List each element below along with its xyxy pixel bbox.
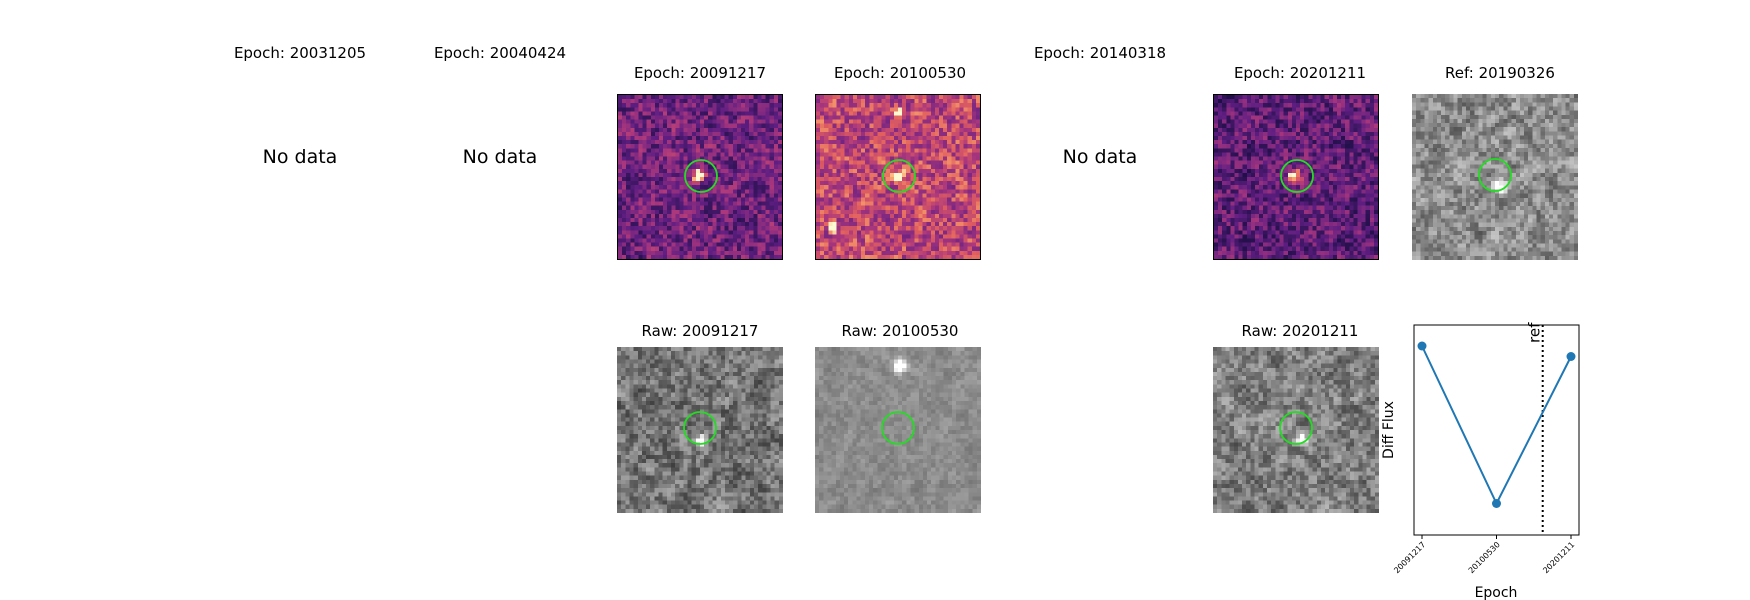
lightcurve-series-line [1421,345,1572,506]
no-data-1: No data [262,146,338,168]
raw-title-4: Raw: 20100530 [841,322,959,340]
epoch-title-3: Epoch: 20091217 [633,64,767,82]
epoch-title-5: Epoch: 20140318 [1033,44,1167,62]
raw-title-3: Raw: 20091217 [641,322,759,340]
raw-image-20201211 [1213,347,1379,513]
raw-image-20100530 [815,347,981,513]
aperture-ring-circle [1279,411,1313,445]
lightcurve-point [1492,499,1501,508]
x-tick-label: 20100530 [1467,540,1502,575]
epoch-title-6: Epoch: 20201211 [1233,64,1367,82]
epoch-title-2: Epoch: 20040424 [433,44,567,62]
diff-image-canvas [1214,95,1378,259]
raw-image-canvas [617,347,783,513]
no-data-2: No data [462,146,538,168]
raw-image-20091217 [617,347,783,513]
aperture-ring-circle [683,411,717,445]
diff-image-canvas [816,95,980,259]
diff-image-20100530 [815,94,981,260]
aperture-ring [881,411,915,445]
aperture-ring [683,411,717,445]
aperture-ring [684,159,718,193]
epoch-title-1: Epoch: 20031205 [233,44,367,62]
raw-title-6: Raw: 20201211 [1241,322,1359,340]
aperture-ring-circle [1478,158,1512,192]
lightcurve-ylabel: Diff Flux [1381,401,1397,459]
lightcurve-point [1417,341,1427,351]
aperture-ring [1478,158,1512,192]
raw-image-canvas [815,347,981,513]
x-tick-label: 20091217 [1392,540,1427,575]
aperture-ring [1280,159,1314,193]
ref-image-canvas [1412,94,1578,260]
diff-image-20201211 [1213,94,1379,260]
epoch-title-4: Epoch: 20100530 [833,64,967,82]
lightcurve-point [1566,352,1576,361]
aperture-ring-circle [882,159,916,193]
lightcurve-xlabel: Epoch [1475,585,1518,600]
ref-label: ref [1526,322,1544,343]
no-data-5: No data [1062,146,1138,168]
diff-image-20091217 [617,94,783,260]
lightcurve-points [1417,341,1576,508]
lightcurve-x-ticks: 20091217 20100530 20201211 [1392,535,1576,575]
aperture-ring-circle [684,159,718,193]
aperture-ring [882,159,916,193]
aperture-ring [1279,411,1313,445]
lightcurve-chart: ref 20091217 20100530 20201211 Epoch Diff … [1381,322,1580,600]
aperture-ring-circle [881,411,915,445]
aperture-ring-circle [1280,159,1314,193]
ref-image [1412,94,1578,260]
diff-image-canvas [618,95,782,259]
x-tick-label: 20201211 [1541,540,1576,575]
raw-image-canvas [1213,347,1379,513]
ref-title: Ref: 20190326 [1445,64,1555,82]
